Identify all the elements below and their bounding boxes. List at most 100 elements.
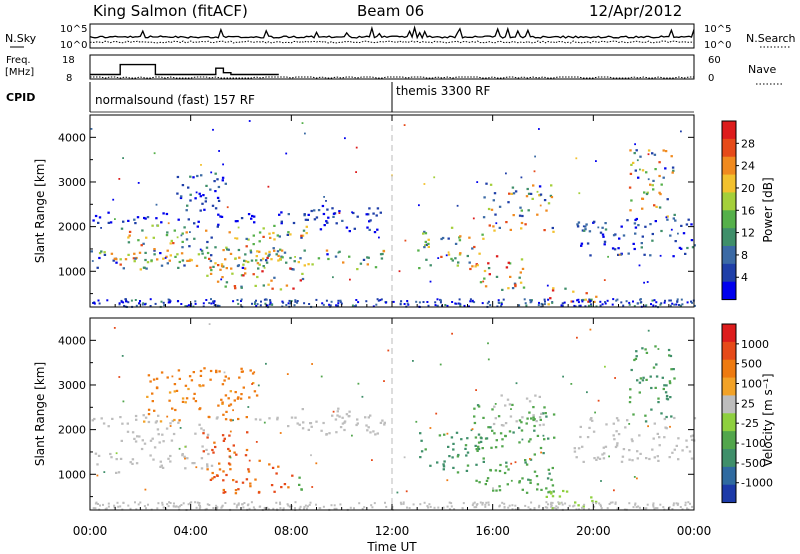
power-cell: [533, 170, 536, 173]
velocity-cell: [515, 382, 518, 385]
velocity-cell: [117, 505, 120, 508]
velocity-cell: [499, 463, 502, 467]
velocity-cell: [508, 403, 512, 406]
power-cell: [186, 259, 189, 262]
power-cell: [256, 262, 260, 265]
power-cell: [509, 228, 512, 231]
velocity-cell: [600, 507, 603, 510]
velocity-cell: [170, 439, 174, 442]
velocity-cell: [518, 441, 521, 444]
power-cell: [332, 276, 334, 279]
velocity-cell: [369, 431, 372, 434]
power-cell: [202, 302, 205, 305]
power-cell: [351, 211, 353, 214]
power-cell: [379, 299, 382, 302]
velocity-cell: [489, 469, 492, 472]
velocity-cell: [494, 403, 497, 405]
power-cell: [281, 300, 284, 303]
velocity-colorbar-tick-label: -500: [741, 457, 766, 470]
velocity-cell: [361, 395, 364, 398]
power-cell: [90, 250, 93, 253]
power-cell: [174, 255, 177, 258]
velocity-cell: [595, 502, 598, 505]
power-cell: [259, 304, 262, 307]
velocity-cell: [466, 451, 470, 454]
power-cell: [214, 262, 217, 265]
power-cell: [187, 186, 190, 189]
velocity-cell: [573, 447, 576, 450]
velocity-cell: [167, 457, 170, 460]
power-cell: [156, 224, 160, 227]
power-cell: [233, 285, 237, 288]
power-cell: [547, 303, 550, 306]
velocity-cell: [118, 376, 121, 378]
power-cell: [550, 184, 553, 187]
power-cell: [199, 209, 202, 212]
power-cell: [326, 253, 329, 256]
power-cell: [520, 227, 523, 230]
velocity-cell: [555, 505, 558, 508]
power-cell: [660, 183, 663, 186]
power-cell: [187, 304, 190, 307]
velocity-cell: [452, 466, 455, 469]
velocity-cell: [216, 506, 219, 509]
power-cell: [285, 284, 289, 287]
velocity-cell: [215, 504, 218, 507]
power-cell: [112, 259, 115, 262]
velocity-cell: [501, 501, 504, 504]
velocity-cell: [473, 501, 476, 504]
power-cell: [299, 257, 302, 260]
power-cell: [327, 216, 330, 219]
power-cell: [273, 238, 276, 241]
velocity-cell: [485, 437, 489, 440]
power-cell: [337, 302, 340, 305]
velocity-cell: [613, 489, 615, 492]
power-cell: [603, 240, 607, 243]
power-cell: [418, 204, 420, 207]
power-cell: [323, 196, 325, 198]
power-cell: [283, 251, 287, 254]
velocity-cell: [287, 504, 290, 507]
velocity-cell: [189, 502, 192, 505]
velocity-cell: [155, 387, 159, 390]
velocity-cell: [638, 434, 641, 437]
power-cell: [310, 209, 313, 213]
velocity-cell: [247, 468, 250, 471]
velocity-cell: [471, 428, 474, 430]
velocity-cell: [590, 417, 593, 420]
power-cell: [422, 301, 425, 303]
power-cell: [469, 300, 472, 303]
velocity-cell: [494, 417, 497, 420]
velocity-cell: [280, 486, 283, 489]
velocity-cell: [481, 501, 484, 504]
velocity-cell: [533, 507, 536, 510]
power-cell: [658, 174, 661, 178]
velocity-cell: [594, 411, 596, 414]
velocity-cell: [167, 505, 170, 508]
velocity-cell: [547, 437, 550, 440]
power-cell: [415, 300, 418, 303]
power-cell: [636, 302, 639, 305]
power-cell: [339, 300, 342, 303]
velocity-cell: [173, 418, 176, 422]
power-cell: [317, 209, 321, 212]
velocity-cell: [105, 507, 108, 510]
velocity-cell: [169, 422, 172, 425]
power-cell: [289, 256, 292, 260]
velocity-cell: [648, 457, 651, 461]
velocity-cell: [205, 448, 208, 451]
velocity-cell: [518, 419, 522, 422]
power-cell: [495, 255, 499, 258]
velocity-cell: [111, 417, 114, 420]
velocity-cell: [178, 419, 181, 422]
power-cell: [427, 242, 430, 245]
power-colorbar-swatch: [722, 138, 736, 158]
power-cell: [100, 227, 102, 229]
power-cell: [686, 301, 689, 304]
power-cell: [501, 288, 504, 291]
power-colorbar-swatch: [722, 121, 736, 140]
velocity-cell: [670, 368, 673, 371]
velocity-cell: [663, 436, 666, 439]
velocity-cell: [669, 425, 671, 428]
velocity-cell: [135, 418, 138, 421]
